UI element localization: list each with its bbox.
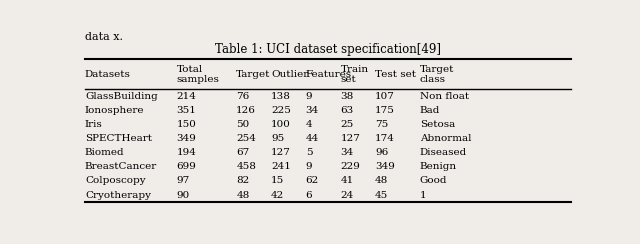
Text: 175: 175 xyxy=(375,106,395,115)
Text: Benign: Benign xyxy=(420,163,457,171)
Text: Test set: Test set xyxy=(375,70,416,79)
Text: Outlier: Outlier xyxy=(271,70,308,79)
Text: 34: 34 xyxy=(306,106,319,115)
Text: 82: 82 xyxy=(236,176,250,185)
Text: 126: 126 xyxy=(236,106,256,115)
Text: 699: 699 xyxy=(177,163,196,171)
Text: 229: 229 xyxy=(340,163,360,171)
Text: Datasets: Datasets xyxy=(85,70,131,79)
Text: 174: 174 xyxy=(375,134,395,143)
Text: 351: 351 xyxy=(177,106,196,115)
Text: 225: 225 xyxy=(271,106,291,115)
Text: 41: 41 xyxy=(340,176,354,185)
Text: 138: 138 xyxy=(271,92,291,101)
Text: Total
samples: Total samples xyxy=(177,65,220,84)
Text: 62: 62 xyxy=(306,176,319,185)
Text: Diseased: Diseased xyxy=(420,148,467,157)
Text: 107: 107 xyxy=(375,92,395,101)
Text: 38: 38 xyxy=(340,92,354,101)
Text: 25: 25 xyxy=(340,120,354,129)
Text: 42: 42 xyxy=(271,191,284,200)
Text: Good: Good xyxy=(420,176,447,185)
Text: 15: 15 xyxy=(271,176,284,185)
Text: 50: 50 xyxy=(236,120,250,129)
Text: Biomed: Biomed xyxy=(85,148,125,157)
Text: 349: 349 xyxy=(177,134,196,143)
Text: 127: 127 xyxy=(271,148,291,157)
Text: Abnormal: Abnormal xyxy=(420,134,471,143)
Text: GlassBuilding: GlassBuilding xyxy=(85,92,157,101)
Text: 67: 67 xyxy=(236,148,250,157)
Text: 5: 5 xyxy=(306,148,312,157)
Text: data x.: data x. xyxy=(85,32,123,42)
Text: Target: Target xyxy=(236,70,271,79)
Text: 6: 6 xyxy=(306,191,312,200)
Text: 90: 90 xyxy=(177,191,190,200)
Text: 34: 34 xyxy=(340,148,354,157)
Text: SPECTHeart: SPECTHeart xyxy=(85,134,152,143)
Text: Train
set: Train set xyxy=(340,65,369,84)
Text: 75: 75 xyxy=(375,120,388,129)
Text: 44: 44 xyxy=(306,134,319,143)
Text: 24: 24 xyxy=(340,191,354,200)
Text: 76: 76 xyxy=(236,92,250,101)
Text: 458: 458 xyxy=(236,163,256,171)
Text: Colposcopy: Colposcopy xyxy=(85,176,145,185)
Text: 150: 150 xyxy=(177,120,196,129)
Text: 48: 48 xyxy=(375,176,388,185)
Text: 45: 45 xyxy=(375,191,388,200)
Text: 63: 63 xyxy=(340,106,354,115)
Text: Bad: Bad xyxy=(420,106,440,115)
Text: Non float: Non float xyxy=(420,92,469,101)
Text: 97: 97 xyxy=(177,176,190,185)
Text: 95: 95 xyxy=(271,134,284,143)
Text: Iris: Iris xyxy=(85,120,102,129)
Text: 96: 96 xyxy=(375,148,388,157)
Text: 4: 4 xyxy=(306,120,312,129)
Text: 127: 127 xyxy=(340,134,360,143)
Text: 214: 214 xyxy=(177,92,196,101)
Text: BreastCancer: BreastCancer xyxy=(85,163,157,171)
Text: 1: 1 xyxy=(420,191,426,200)
Text: Target
class: Target class xyxy=(420,65,454,84)
Text: Setosa: Setosa xyxy=(420,120,455,129)
Text: 349: 349 xyxy=(375,163,395,171)
Text: 254: 254 xyxy=(236,134,256,143)
Text: 9: 9 xyxy=(306,163,312,171)
Text: 48: 48 xyxy=(236,191,250,200)
Text: Cryotherapy: Cryotherapy xyxy=(85,191,151,200)
Text: 241: 241 xyxy=(271,163,291,171)
Text: 194: 194 xyxy=(177,148,196,157)
Text: Ionosphere: Ionosphere xyxy=(85,106,145,115)
Text: Features: Features xyxy=(306,70,352,79)
Text: Table 1: UCI dataset specification[49]: Table 1: UCI dataset specification[49] xyxy=(215,42,441,55)
Text: 9: 9 xyxy=(306,92,312,101)
Text: 100: 100 xyxy=(271,120,291,129)
